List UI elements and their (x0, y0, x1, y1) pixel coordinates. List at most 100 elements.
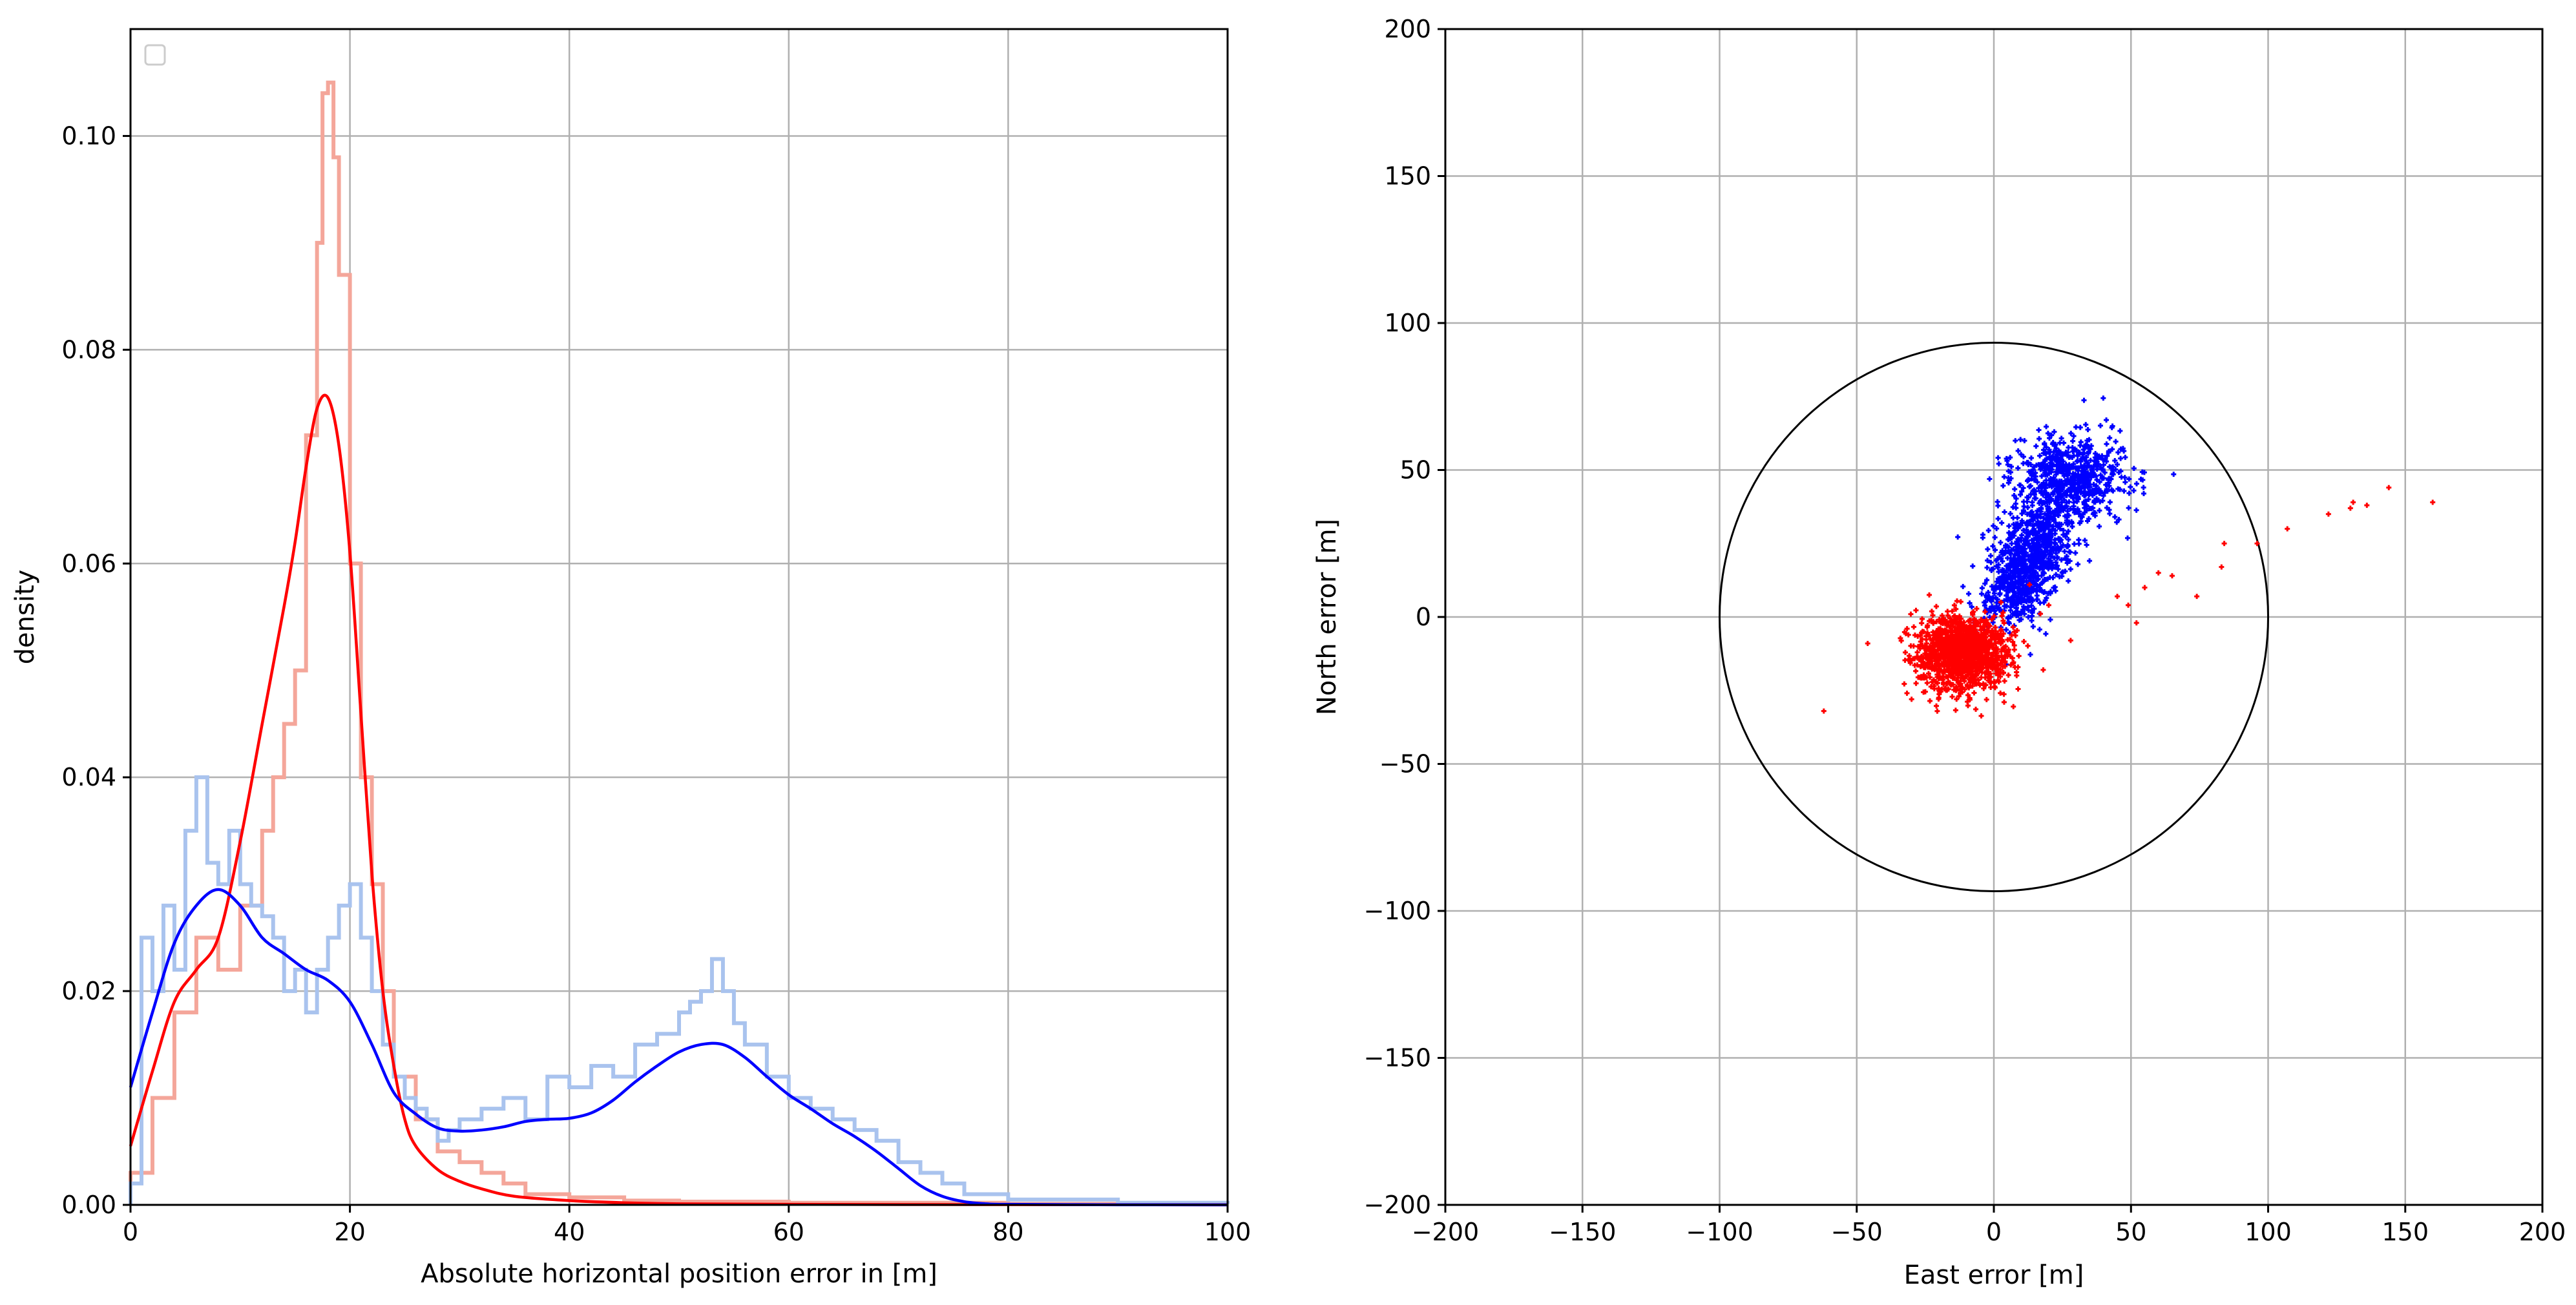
scatter-point (2016, 556, 2022, 561)
density-ylabel: density (10, 570, 40, 665)
scatter-point (1995, 656, 2000, 662)
scatter-point (2031, 477, 2037, 483)
scatter-point (2037, 627, 2042, 632)
scatter-point (1990, 631, 1996, 637)
scatter-point (2024, 527, 2029, 533)
scatter-point (2133, 481, 2139, 486)
scatter-point (2254, 541, 2260, 547)
scatter-point (2155, 570, 2161, 576)
scatter-point (2029, 471, 2035, 477)
x-tick-label: −200 (1412, 1218, 1479, 1246)
scatter-point (1954, 631, 1960, 637)
scatter-point (2030, 623, 2036, 629)
scatter-point (2097, 488, 2103, 494)
scatter-point (2038, 506, 2044, 512)
scatter-point (2066, 513, 2072, 519)
scatter-point (1898, 635, 1903, 641)
scatter-point (1933, 603, 1939, 609)
scatter-point (1984, 565, 1990, 570)
x-tick-label: 0 (1986, 1218, 2002, 1246)
scatter-point (1940, 645, 1945, 651)
scatter-point (2062, 569, 2068, 574)
scatter-point (2347, 505, 2353, 511)
scatter-point (2049, 432, 2055, 438)
scatter-point (1913, 680, 1919, 686)
scatter-point (2013, 521, 2019, 527)
scatter-point (2068, 480, 2073, 486)
scatter-point (2015, 612, 2021, 618)
scatter-point (2060, 527, 2066, 533)
scatter-point (1989, 567, 1995, 573)
scatter-point (2099, 466, 2104, 472)
scatter-point (2000, 618, 2006, 623)
scatter-point (1988, 559, 1994, 565)
scatter-point (1967, 631, 1973, 636)
scatter-point (2033, 587, 2039, 593)
scatter-point (2116, 470, 2122, 475)
scatter-point (2104, 505, 2110, 510)
scatter-point (1984, 669, 1990, 675)
scatter-point (2087, 558, 2093, 564)
scatter-point (2102, 490, 2108, 496)
scatter-point (1904, 691, 1910, 696)
scatter-point (2075, 488, 2081, 494)
scatter-point (1970, 563, 1976, 569)
scatter-point (2015, 515, 2020, 521)
scatter-point (2084, 454, 2089, 460)
scatter-point (2053, 559, 2059, 565)
scatter-point (2051, 555, 2057, 561)
scatter-point (2002, 658, 2008, 664)
scatter-point (2056, 548, 2062, 554)
scatter-point (2010, 639, 2016, 645)
scatter-point (1931, 683, 1937, 689)
scatter-point (2015, 686, 2021, 692)
scatter-point (2029, 586, 2035, 592)
scatter-point (1920, 659, 1926, 665)
scatter-point (2038, 483, 2044, 489)
scatter-point (2104, 488, 2110, 494)
scatter-point (2068, 566, 2073, 572)
scatter-point (1985, 547, 1991, 552)
scatter-point (2114, 461, 2120, 467)
scatter-point (2022, 611, 2027, 617)
scatter-point (1956, 621, 1962, 627)
scatter-point (2029, 618, 2035, 623)
scatter-point (1934, 619, 1940, 625)
scatter-point (2032, 545, 2038, 551)
scatter-point (2050, 492, 2056, 497)
scatter-point (1991, 523, 1996, 528)
scatter-point (1992, 547, 1998, 553)
scatter-point (2019, 488, 2025, 494)
scatter-point (1918, 642, 1924, 648)
scatter-point (2110, 423, 2115, 429)
scatter-point (2047, 617, 2053, 623)
scatter-point (2004, 563, 2009, 569)
scatter-point (2005, 595, 2011, 601)
scatter-point (1903, 631, 1909, 636)
scatter-point (2002, 678, 2007, 684)
scatter-point (2037, 528, 2042, 534)
scatter-point (1865, 640, 1870, 646)
scatter-point (2085, 484, 2091, 490)
x-tick-label: 40 (554, 1218, 585, 1246)
scatter-point (2022, 570, 2028, 576)
scatter-point (1963, 674, 1969, 680)
scatter-point (2040, 515, 2046, 521)
scatter-point (1985, 590, 1991, 596)
scatter-point (2068, 638, 2073, 643)
scatter-point (2011, 629, 2017, 635)
scatter-point (2018, 616, 2024, 622)
scatter-point (2100, 457, 2106, 463)
scatter-point (2126, 602, 2131, 608)
scatter-point (2004, 627, 2009, 632)
scatter-point (2051, 548, 2057, 554)
scatter-point (2048, 496, 2054, 502)
x-tick-label: 150 (2382, 1218, 2429, 1246)
scatter-point (2110, 488, 2116, 494)
scatter-point (1923, 633, 1929, 639)
scatter-point (1965, 692, 1971, 698)
scatter-point (2041, 499, 2047, 505)
scatter-points (1821, 395, 2436, 719)
scatter-point (2058, 503, 2064, 509)
scatter-point (2025, 459, 2031, 465)
